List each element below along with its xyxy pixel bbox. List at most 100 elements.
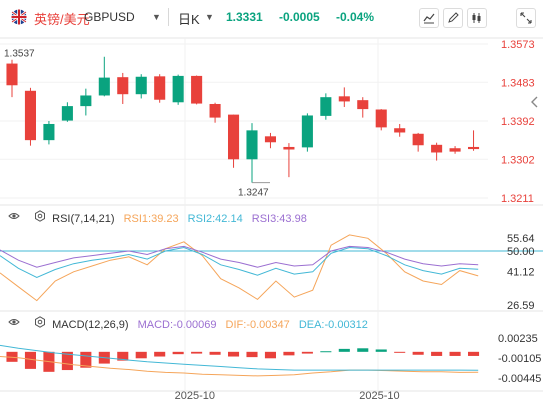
gear-icon[interactable] [34, 316, 46, 328]
candle-body [6, 63, 18, 86]
candle-body [338, 96, 350, 102]
rsi-axis-label: 50.00 [507, 246, 535, 258]
macd-histogram-bar [80, 351, 92, 368]
gear-icon[interactable] [34, 210, 46, 222]
candle-body [320, 97, 332, 116]
macd-series-line [0, 356, 479, 377]
macd-histogram-bar [264, 351, 276, 359]
side-panel-toggle-icon[interactable] [527, 94, 543, 110]
eye-icon[interactable] [8, 316, 20, 328]
candle-body [468, 146, 480, 150]
line-chart-tool-button[interactable] [419, 8, 439, 28]
indicator-tool-button[interactable] [467, 8, 487, 28]
expand-icon [520, 12, 532, 24]
time-axis-label: 2025-10 [175, 390, 215, 402]
macd-axis-label: -0.00445 [498, 373, 541, 385]
dea-value: DEA:-0.00312 [298, 319, 368, 332]
rsi-series-line [0, 246, 479, 279]
time-axis-label: 2025-10 [359, 390, 399, 402]
macd-histogram-bar [449, 351, 461, 356]
macd-histogram-bar [191, 351, 203, 354]
interval-dropdown-caret-icon[interactable]: ▼ [205, 12, 214, 22]
macd-axis-label: 0.00235 [498, 333, 538, 345]
macd-histogram-bar [357, 348, 369, 352]
candle-body [264, 136, 276, 143]
macd-label: MACD(12,26,9) [52, 319, 129, 332]
macd-histogram-bar [301, 351, 313, 354]
candle-body [412, 133, 424, 146]
fullscreen-button[interactable] [516, 8, 536, 28]
macd-histogram-bar [338, 348, 350, 352]
macd-histogram-bar [320, 351, 332, 353]
macd-histogram-bar [375, 349, 387, 352]
rsi2-value: RSI2:42.14 [187, 213, 243, 226]
high-annotation: 1.3537 [4, 48, 35, 59]
rsi-axis-label: 55.64 [507, 233, 535, 245]
eye-icon[interactable] [8, 210, 20, 222]
price-change-percent: -0.04% [336, 10, 375, 24]
macd-histogram-bar [117, 351, 129, 361]
macd-histogram-bar [228, 351, 240, 357]
pencil-icon [448, 12, 459, 23]
candle-body [431, 144, 443, 153]
price-axis-label: 1.3211 [501, 193, 534, 205]
rsi-series-line [0, 234, 479, 302]
macd-series-line [0, 344, 479, 371]
macd-histogram-bar [283, 351, 295, 356]
candle-icon [472, 13, 481, 23]
price-axis-label: 1.3573 [501, 39, 535, 51]
macd-histogram-bar [412, 351, 424, 355]
rsi-header: RSI(7,14,21) RSI1:39.23 RSI2:42.14 RSI3:… [8, 210, 307, 226]
last-price: 1.3331 [226, 10, 263, 24]
candle-body [24, 90, 36, 141]
macd-value: MACD:-0.00069 [137, 319, 217, 332]
candle-body [394, 128, 406, 133]
candle-body [80, 95, 92, 107]
macd-axis-label: -0.00105 [498, 353, 541, 365]
candle-body [43, 123, 55, 141]
candle-body [172, 75, 184, 103]
pair-code[interactable]: GBPUSD [84, 10, 135, 24]
rsi3-value: RSI3:43.98 [251, 213, 307, 226]
pair-dropdown-caret-icon[interactable]: ▼ [152, 12, 161, 22]
candle-body [375, 109, 387, 128]
draw-tool-button[interactable] [443, 8, 463, 28]
line-chart-icon [423, 13, 435, 24]
macd-histogram-bar [154, 351, 166, 357]
candle-body [98, 77, 110, 96]
macd-histogram-bar [431, 351, 443, 356]
price-axis-label: 1.3302 [501, 154, 535, 166]
candle-body [246, 130, 258, 160]
macd-histogram-bar [172, 351, 184, 355]
chart-header: 英镑/美元 GBPUSD ▼ 日K ▼ 1.3331 -0.0005 -0.04… [0, 0, 543, 36]
candle-body [283, 146, 295, 150]
candle-body [301, 115, 313, 148]
candle-body [135, 76, 147, 95]
rsi-series-line [0, 245, 479, 268]
rsi-axis-label: 41.12 [507, 266, 535, 278]
price-change: -0.0005 [279, 10, 320, 24]
rsi-label: RSI(7,14,21) [52, 213, 115, 226]
macd-header: MACD(12,26,9) MACD:-0.00069 DIF:-0.00347… [8, 316, 368, 332]
pair-name[interactable]: 英镑/美元 [34, 12, 90, 27]
candle-body [357, 100, 369, 110]
macd-histogram-bar [394, 351, 406, 353]
candle-body [117, 77, 129, 95]
low-annotation: 1.3247 [238, 188, 269, 199]
price-axis-label: 1.3392 [501, 116, 535, 128]
candle-body [228, 114, 240, 160]
rsi1-value: RSI1:39.23 [123, 213, 179, 226]
header-divider [168, 8, 169, 26]
interval-selector[interactable]: 日K [178, 12, 200, 27]
price-axis-label: 1.3483 [501, 77, 535, 89]
rsi-axis-label: 26.59 [507, 300, 535, 312]
macd-histogram-bar [246, 351, 258, 358]
candle-body [191, 75, 203, 104]
macd-histogram-bar [135, 351, 147, 359]
dif-value: DIF:-0.00347 [225, 319, 290, 332]
uk-flag-icon [11, 9, 27, 25]
candle-body [449, 148, 461, 152]
macd-histogram-bar [209, 351, 221, 355]
macd-histogram-bar [468, 351, 480, 356]
